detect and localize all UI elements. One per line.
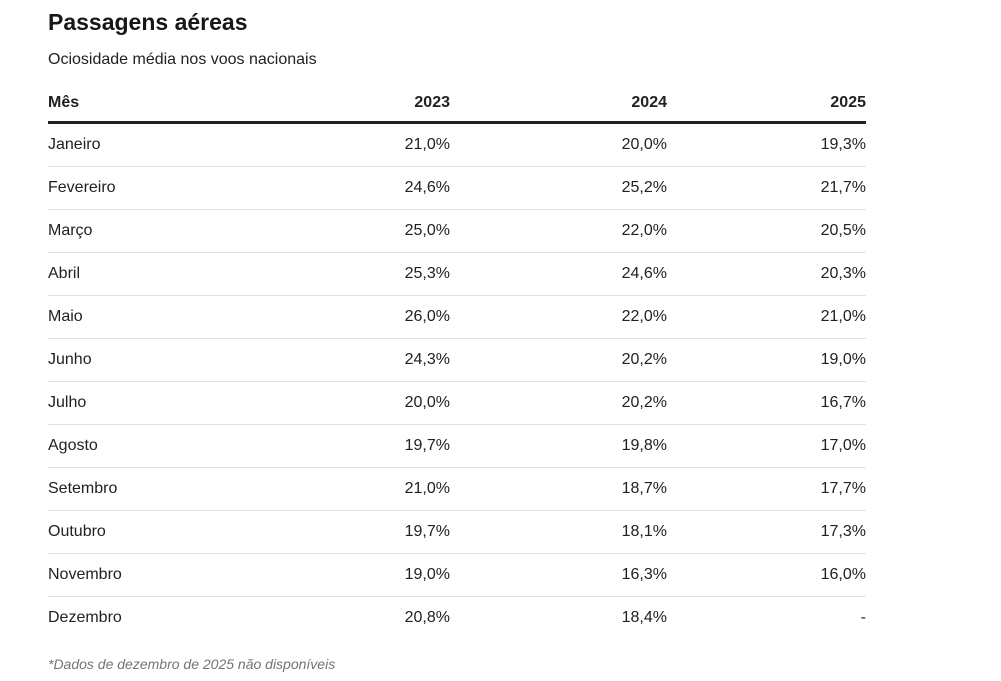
table-row: Maio 26,0% 22,0% 21,0% — [48, 295, 866, 339]
column-header-2024: 2024 — [450, 90, 667, 124]
value-cell-2023: 21,0% — [300, 467, 450, 511]
value-cell-2023: 26,0% — [300, 295, 450, 339]
table-row: Abril 25,3% 24,6% 20,3% — [48, 252, 866, 296]
table-row: Janeiro 21,0% 20,0% 19,3% — [48, 122, 866, 167]
value-cell-2025: 19,0% — [667, 338, 866, 382]
value-cell-2025: 17,3% — [667, 510, 866, 554]
table-row: Junho 24,3% 20,2% 19,0% — [48, 338, 866, 382]
value-cell-2024: 20,2% — [450, 338, 667, 382]
month-cell: Dezembro — [48, 609, 122, 626]
value-cell-2023: 19,0% — [300, 553, 450, 597]
month-cell: Agosto — [48, 424, 300, 468]
value-cell-2024: 22,0% — [450, 295, 667, 339]
month-cell: Novembro — [48, 553, 300, 597]
month-cell: Fevereiro — [48, 166, 300, 210]
value-cell-2023: 20,8% — [404, 609, 450, 626]
month-cell: Setembro — [48, 467, 300, 511]
value-cell-2025: 19,3% — [667, 122, 866, 167]
value-cell-2024: 25,2% — [450, 166, 667, 210]
value-cell-2025: - — [860, 609, 866, 626]
page-title: Passagens aéreas — [48, 9, 248, 35]
value-cell-2025: 17,0% — [667, 424, 866, 468]
header-row: Mês 2023 2024 2025 — [48, 90, 866, 124]
value-cell-2025: 20,5% — [667, 209, 866, 253]
table-row: Fevereiro 24,6% 25,2% 21,7% — [48, 166, 866, 210]
table-row: Agosto 19,7% 19,8% 17,0% — [48, 424, 866, 468]
value-cell-2024: 18,4% — [621, 609, 667, 626]
table-row: Novembro 19,0% 16,3% 16,0% — [48, 553, 866, 597]
value-cell-2024: 16,3% — [450, 553, 667, 597]
value-cell-2023: 25,3% — [300, 252, 450, 296]
page-subtitle: Ociosidade média nos voos nacionais — [48, 51, 317, 68]
value-cell-2023: 24,6% — [300, 166, 450, 210]
value-cell-2025: 16,7% — [667, 381, 866, 425]
month-cell: Abril — [48, 252, 300, 296]
table-row: Setembro 21,0% 18,7% 17,7% — [48, 467, 866, 511]
value-cell-2023: 24,3% — [300, 338, 450, 382]
table-header: Mês 2023 2024 2025 — [48, 90, 866, 124]
value-cell-2024: 20,0% — [450, 122, 667, 167]
value-cell-2025: 21,7% — [667, 166, 866, 210]
month-cell: Junho — [48, 338, 300, 382]
value-cell-2023: 20,0% — [300, 381, 450, 425]
month-cell: Janeiro — [48, 122, 300, 167]
table-body: Janeiro 21,0% 20,0% 19,3% Fevereiro 24,6… — [48, 122, 866, 640]
table-row: Março 25,0% 22,0% 20,5% — [48, 209, 866, 253]
value-cell-2025: 16,0% — [667, 553, 866, 597]
value-cell-2023: 19,7% — [300, 510, 450, 554]
value-cell-2024: 18,1% — [450, 510, 667, 554]
value-cell-2023: 21,0% — [300, 122, 450, 167]
table-row: Julho 20,0% 20,2% 16,7% — [48, 381, 866, 425]
value-cell-2024: 20,2% — [450, 381, 667, 425]
content-area: Passagens aéreas Ociosidade média nos vo… — [48, 0, 866, 672]
value-cell-2024: 18,7% — [450, 467, 667, 511]
value-cell-2024: 24,6% — [450, 252, 667, 296]
data-table: Mês 2023 2024 2025 Janeiro 21,0% 20,0% 1… — [48, 90, 866, 639]
month-cell: Julho — [48, 381, 300, 425]
column-header-2023: 2023 — [300, 90, 450, 124]
value-cell-2023: 25,0% — [300, 209, 450, 253]
value-cell-2023: 19,7% — [300, 424, 450, 468]
table-row: Dezembro 20,8% 18,4% - — [48, 597, 866, 640]
table-row: Outubro 19,7% 18,1% 17,3% — [48, 510, 866, 554]
value-cell-2024: 22,0% — [450, 209, 667, 253]
value-cell-2025: 21,0% — [667, 295, 866, 339]
footnote: *Dados de dezembro de 2025 não disponíve… — [48, 656, 336, 672]
value-cell-2025: 20,3% — [667, 252, 866, 296]
value-cell-2025: 17,7% — [667, 467, 866, 511]
column-header-month: Mês — [48, 90, 300, 124]
month-cell: Março — [48, 209, 300, 253]
column-header-2025: 2025 — [667, 90, 866, 124]
value-cell-2024: 19,8% — [450, 424, 667, 468]
month-cell: Outubro — [48, 510, 300, 554]
month-cell: Maio — [48, 295, 300, 339]
